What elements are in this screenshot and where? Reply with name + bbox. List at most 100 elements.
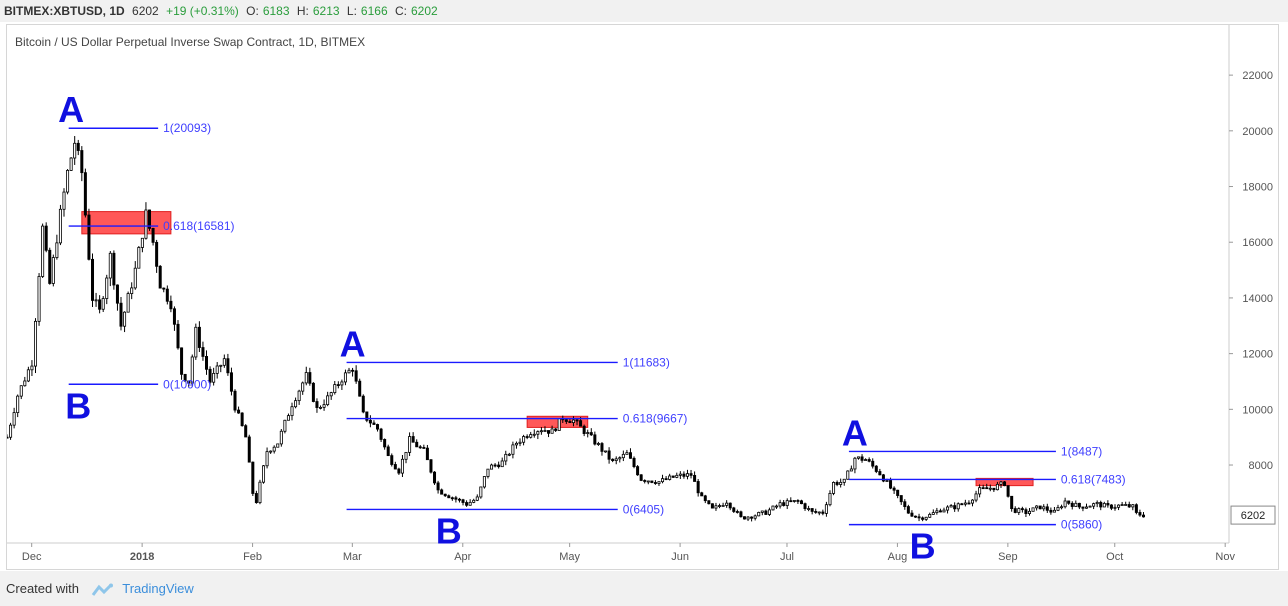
resistance-zone	[526, 415, 589, 428]
candle-body	[472, 499, 476, 503]
candle-body	[1020, 508, 1024, 511]
candle-body	[144, 209, 148, 239]
candle-body	[611, 458, 615, 461]
candle-body	[885, 480, 889, 482]
fib-level-0618-label: 0.618(7483)	[1061, 472, 1126, 486]
candle-body	[782, 502, 786, 506]
candle-body	[429, 459, 433, 473]
candle-body	[165, 288, 169, 302]
candle-body	[475, 496, 479, 501]
candle-body	[967, 502, 971, 505]
candle-body	[614, 458, 618, 461]
candle-body	[689, 473, 693, 476]
price-chart[interactable]: Bitcoin / US Dollar Perpetual Inverse Sw…	[7, 25, 1278, 569]
candle-body	[351, 369, 355, 372]
fib-level-0618-label: 0.618(9667)	[623, 412, 688, 426]
candle-body	[229, 372, 233, 392]
candle-body	[671, 475, 675, 478]
candle-body	[856, 456, 860, 459]
candle-body	[276, 443, 280, 448]
candle-body	[1117, 504, 1121, 508]
candle-body	[536, 431, 540, 435]
candle-body	[1038, 505, 1042, 510]
candle-body	[661, 478, 665, 483]
candle-body	[892, 487, 896, 491]
candle-body	[105, 277, 109, 299]
candle-body	[1102, 503, 1106, 508]
candle-body	[415, 441, 419, 448]
candle-body	[625, 452, 629, 455]
candle-body	[596, 443, 600, 445]
candle-body	[995, 483, 999, 491]
y-tick-label: 18000	[1242, 182, 1273, 194]
high-label: H:	[296, 4, 309, 18]
symbol-label[interactable]: BITMEX:XBTUSD, 1D	[4, 4, 125, 18]
candle-body	[953, 505, 957, 510]
y-tick-label: 10000	[1242, 404, 1273, 416]
candle-body	[1084, 506, 1088, 509]
candle-body	[693, 474, 697, 482]
candle-body	[269, 450, 273, 453]
candle-body	[739, 511, 743, 518]
x-tick-label: Jul	[780, 551, 794, 563]
high-value: 6213	[312, 4, 340, 18]
wave-marker-b: B	[436, 510, 462, 551]
candle-body	[244, 425, 248, 438]
candle-body	[1027, 510, 1031, 514]
candle-body	[589, 432, 593, 436]
last-price: 6202	[132, 4, 159, 18]
candle-body	[881, 474, 885, 482]
candle-body	[1052, 509, 1056, 513]
candle-body	[906, 506, 910, 514]
candle-body	[329, 392, 333, 397]
candle-body	[62, 191, 66, 210]
candle-body	[942, 509, 946, 513]
candle-body	[675, 474, 679, 478]
candle-body	[1077, 502, 1081, 508]
candle-body	[333, 384, 337, 394]
fib-level-0618-label: 0.618(16581)	[163, 219, 234, 233]
candle-body	[447, 495, 451, 499]
candle-body	[365, 411, 369, 421]
candle-body	[899, 495, 903, 503]
candle-body	[226, 358, 230, 374]
last-price-tag	[1230, 505, 1276, 525]
candle-body	[514, 442, 518, 446]
tradingview-logo-icon	[91, 583, 113, 596]
candle-body	[1024, 509, 1028, 514]
candle-body	[764, 510, 768, 515]
candle-body	[440, 489, 444, 495]
x-tick-label: Nov	[1215, 551, 1235, 563]
candle-body	[707, 500, 711, 505]
candle-body	[810, 508, 814, 512]
candle-body	[379, 428, 383, 440]
wave-marker-a: A	[340, 323, 366, 364]
candle-body	[860, 456, 864, 461]
price-change: +19 (+0.31%)	[166, 4, 239, 18]
chart-panel[interactable]: Bitcoin / US Dollar Perpetual Inverse Sw…	[6, 24, 1279, 570]
candle-body	[792, 500, 796, 502]
candle-body	[864, 459, 868, 461]
candle-body	[83, 172, 87, 216]
candle-body	[910, 512, 914, 517]
candle-body	[668, 475, 672, 480]
open-value: 6183	[262, 4, 290, 18]
candle-body	[974, 493, 978, 501]
candle-body	[931, 512, 935, 515]
candle-body	[803, 503, 807, 510]
candle-body	[557, 418, 561, 431]
candle-body	[158, 265, 162, 289]
candle-body	[946, 506, 950, 511]
x-tick-label: Mar	[343, 551, 362, 563]
candle-body	[928, 513, 932, 518]
candle-body	[518, 441, 522, 444]
candle-body	[924, 516, 928, 520]
candle-body	[718, 505, 722, 507]
fib-level-0-label: 0(6405)	[623, 502, 664, 516]
candle-body	[1035, 505, 1039, 509]
candle-body	[796, 500, 800, 502]
candle-body	[1127, 504, 1131, 508]
candle-body	[497, 464, 501, 468]
candle-body	[700, 492, 704, 497]
tradingview-brand[interactable]: TradingView	[122, 581, 194, 596]
